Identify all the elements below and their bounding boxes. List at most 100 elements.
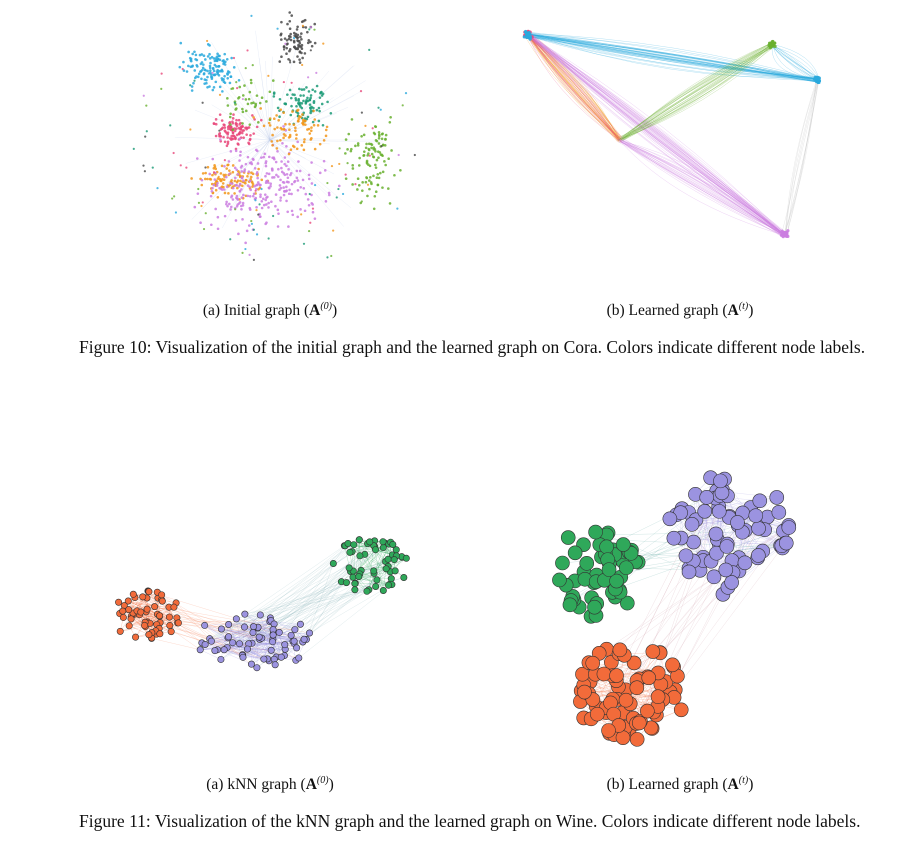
graph-node [295, 654, 303, 662]
graph-node [288, 19, 292, 23]
graph-edge [527, 34, 623, 139]
graph-node [311, 88, 314, 92]
graph-node [287, 152, 291, 156]
graph-node [301, 56, 304, 60]
graph-node [300, 213, 303, 216]
graph-edge [526, 35, 819, 80]
graph-node [326, 181, 329, 185]
graph-edge [205, 543, 368, 645]
graph-node [306, 128, 309, 131]
graph-node [212, 73, 215, 77]
graph-edge [620, 141, 785, 237]
graph-node [609, 668, 624, 683]
graph-node [216, 72, 219, 76]
graph-edge [526, 35, 819, 83]
graph-node [382, 565, 390, 573]
graph-node [230, 195, 233, 199]
graph-node [282, 125, 285, 128]
graph-edge [526, 34, 820, 81]
graph-node [338, 162, 341, 166]
graph-node [404, 92, 408, 95]
graph-edge [529, 34, 619, 141]
graph-node [373, 163, 377, 167]
graph-node [338, 147, 341, 150]
graph-node [225, 167, 228, 170]
graph-node [306, 30, 309, 34]
graph-node [213, 163, 216, 167]
graph-node [282, 80, 285, 84]
graph-node [289, 148, 293, 152]
graph-node [243, 645, 251, 653]
graph-node [317, 106, 321, 110]
graph-node [620, 595, 635, 611]
graph-node [119, 613, 127, 621]
graph-node [208, 85, 211, 88]
graph-edge [526, 35, 621, 142]
graph-edge [366, 542, 391, 592]
graph-node [288, 88, 292, 92]
graph-node [260, 96, 264, 100]
graph-node [233, 129, 237, 133]
graph-node [259, 107, 262, 110]
graph-node [235, 197, 239, 200]
graph-node [296, 25, 299, 29]
graph-edge [616, 664, 673, 676]
graph-edge [217, 543, 349, 650]
graph-node [248, 138, 252, 142]
graph-node [257, 167, 260, 171]
graph-node [372, 174, 375, 178]
graph-edge [341, 547, 384, 582]
graph-edge [239, 554, 393, 644]
graph-node [300, 635, 308, 643]
graph-node [310, 126, 313, 129]
graph-node [208, 69, 212, 72]
graph-node [276, 106, 280, 110]
graph-node [275, 114, 278, 117]
graph-node [167, 628, 175, 636]
graph-node [233, 101, 236, 104]
cora-initial-graph [120, 0, 420, 290]
graph-node [236, 640, 244, 648]
graph-edge [306, 581, 342, 640]
graph-node [253, 664, 261, 672]
graph-node [585, 655, 601, 671]
graph-edge [527, 35, 621, 138]
graph-edge [781, 79, 819, 233]
graph-node [298, 58, 301, 61]
graph-edge [526, 35, 821, 81]
graph-node [363, 587, 371, 595]
graph-node [228, 169, 231, 172]
graph-node [255, 149, 259, 153]
graph-node [222, 135, 225, 139]
graph-edge [783, 81, 819, 237]
graph-node [218, 113, 222, 116]
graph-node [309, 49, 312, 52]
graph-node [612, 642, 628, 658]
graph-node [380, 145, 383, 148]
graph-node [237, 185, 241, 188]
graph-node [295, 147, 299, 151]
graph-node [239, 204, 243, 208]
graph-edge [353, 544, 375, 574]
graph-node [272, 95, 276, 98]
graph-edge [279, 541, 370, 633]
graph-node [206, 177, 209, 181]
graph-edge [620, 141, 783, 237]
graph-edge [226, 100, 271, 141]
graph-node [195, 63, 199, 67]
fig11-subcaption-a: (a) kNN graph (A(0)) [206, 775, 334, 794]
graph-edge [269, 56, 273, 141]
graph-edge [527, 34, 622, 139]
graph-edge [528, 33, 620, 141]
graph-node [313, 90, 317, 93]
graph-edge [618, 141, 786, 236]
graph-edge [528, 35, 619, 138]
graph-node [289, 173, 292, 177]
graph-node [626, 655, 642, 671]
graph-node [309, 111, 312, 115]
graph-edge [173, 606, 297, 649]
graph-node [640, 703, 655, 719]
graph-node [249, 134, 252, 137]
graph-node [156, 612, 164, 620]
graph-node [356, 142, 360, 145]
